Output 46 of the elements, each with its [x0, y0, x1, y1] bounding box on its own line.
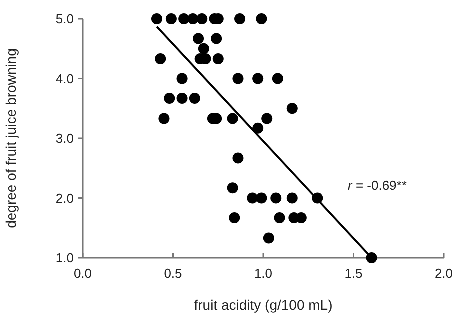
point [193, 33, 204, 44]
point [158, 113, 170, 124]
point [270, 192, 282, 204]
point [227, 182, 238, 194]
point [274, 212, 286, 224]
y-axis-title: degree of fruit juice browning [3, 48, 19, 228]
point [196, 14, 208, 24]
y-tick-label: 3.0 [56, 131, 74, 146]
x-tick-label: 0.0 [74, 266, 92, 281]
point [189, 92, 200, 104]
point [234, 14, 246, 24]
point [229, 212, 240, 224]
point [198, 43, 210, 54]
x-tick-label: 1.0 [254, 266, 273, 281]
point [286, 192, 298, 204]
point [166, 14, 177, 24]
point [155, 54, 166, 65]
point [152, 14, 163, 24]
point [176, 73, 188, 84]
point [211, 33, 222, 44]
x-tick-label: 2.0 [434, 266, 454, 281]
x-tick-label: 0.5 [164, 266, 182, 281]
point [232, 152, 244, 164]
point [247, 192, 258, 204]
y-tick-label: 4.0 [56, 71, 74, 86]
point [272, 73, 284, 84]
point [252, 73, 264, 84]
point [227, 113, 238, 124]
point [252, 122, 264, 134]
x-axis-title: fruit acidity (g/100 mL) [194, 297, 333, 313]
y-tick-label: 1.0 [56, 250, 74, 266]
y-tick-label: 5.0 [56, 12, 74, 27]
y-tick-label: 2.0 [56, 190, 74, 206]
point [256, 14, 268, 24]
point [263, 232, 274, 244]
point [176, 92, 188, 104]
point [256, 192, 268, 204]
point [212, 54, 224, 65]
point [286, 103, 298, 114]
point [178, 14, 190, 24]
point [232, 73, 244, 84]
point [262, 113, 273, 124]
annotation: r = -0.69** [348, 178, 407, 193]
point [188, 14, 199, 24]
x-tick-label: 1.5 [344, 266, 363, 281]
point [164, 92, 176, 104]
